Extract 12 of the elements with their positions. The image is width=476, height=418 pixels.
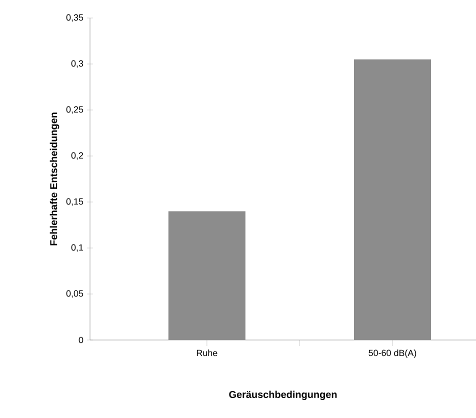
y-tick-label: 0,1 [71, 244, 84, 252]
y-tick-label: 0,3 [71, 60, 84, 68]
y-tick-label: 0 [78, 336, 84, 344]
x-tick-label: 50-60 dB(A) [368, 350, 416, 358]
y-tick-label: 0,15 [66, 198, 84, 206]
y-tick-label: 0,05 [66, 290, 84, 298]
y-tick-label: 0,25 [66, 106, 84, 114]
x-axis-title: Geräuschbedingungen [229, 390, 337, 400]
y-tick-label: 0,35 [66, 14, 84, 22]
x-tick-label: Ruhe [196, 350, 218, 356]
y-axis-title: Fehlerhafte Entscheidungen [50, 112, 60, 246]
y-tick-label: 0,2 [71, 152, 84, 160]
